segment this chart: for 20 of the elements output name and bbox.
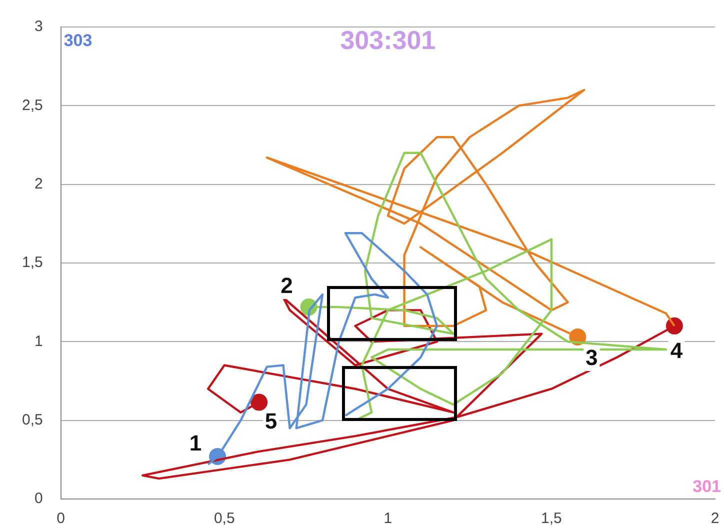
y-tick-label: 0,5 xyxy=(22,411,43,428)
x-tick-label: 0 xyxy=(56,510,66,528)
y-tick-label: 2,5 xyxy=(22,96,43,114)
annotation: 5 xyxy=(264,408,278,434)
annotation: 4 xyxy=(670,338,684,363)
y-tick-label: 0 xyxy=(34,490,43,508)
x-tick-label: 1 xyxy=(384,510,392,528)
x-tick-label: 0,5 xyxy=(214,510,235,528)
y-axis-title: 303 xyxy=(64,31,92,50)
y-tick-label: 3 xyxy=(34,18,43,36)
x-axis-title: 301 xyxy=(692,477,721,496)
annotation: 3 xyxy=(586,345,598,370)
y-tick-label: 2 xyxy=(34,175,43,192)
x-tick-label: 1,5 xyxy=(541,510,562,528)
chart-title: 303:301 xyxy=(340,25,436,56)
y-tick-label: 1,5 xyxy=(22,254,43,272)
annotation: 1 xyxy=(189,430,202,456)
annotation: 2 xyxy=(280,273,293,298)
y-tick-label: 1 xyxy=(34,332,43,350)
x-tick-label: 2 xyxy=(710,510,720,528)
